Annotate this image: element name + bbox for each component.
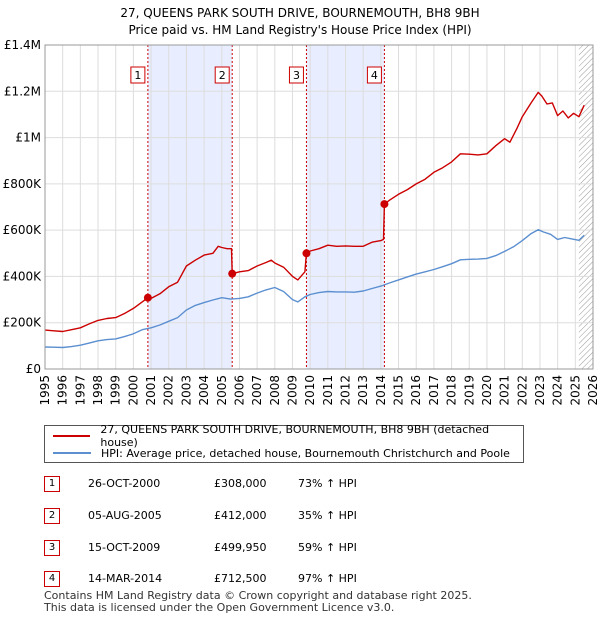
x-tick-label: 2007	[250, 375, 264, 406]
x-tick-label: 2012	[339, 375, 353, 406]
sale-hpi-change: 35% ↑ HPI	[298, 509, 357, 522]
footer-licence: This data is licensed under the Open Gov…	[44, 601, 395, 614]
x-tick-label: 2003	[179, 375, 193, 406]
ownership-shade	[147, 45, 233, 369]
y-tick-label: £200K	[3, 316, 43, 330]
y-tick-label: £1.4M	[4, 38, 41, 52]
x-tick-label: 2020	[480, 375, 494, 406]
x-tick-label: 1995	[38, 375, 52, 406]
legend-swatch-hpi	[53, 452, 91, 454]
legend-item-hpi: HPI: Average price, detached house, Bour…	[53, 445, 510, 461]
x-tick-label: 2008	[268, 375, 282, 406]
sale-marker-box	[366, 66, 382, 84]
sale-row: 1 26-OCT-2000 £308,000 73% ↑ HPI	[44, 474, 464, 494]
x-tick-label: 2005	[215, 375, 229, 406]
sale-marker-box	[288, 66, 304, 84]
x-tick-label: 2023	[533, 375, 547, 406]
x-tick-label: 2001	[144, 375, 158, 406]
sale-row: 4 14-MAR-2014 £712,500 97% ↑ HPI	[44, 569, 464, 589]
x-tick-label: 2000	[126, 375, 140, 406]
legend-swatch-property	[53, 435, 91, 437]
x-tick-label: 2002	[162, 375, 176, 406]
x-tick-label: 2014	[374, 375, 388, 406]
x-tick-label: 2006	[232, 375, 246, 406]
sale-row: 2 05-AUG-2005 £412,000 35% ↑ HPI	[44, 506, 464, 526]
sale-date: 15-OCT-2009	[88, 541, 161, 554]
x-tick-label: 2026	[586, 375, 600, 406]
forecast-hatch	[578, 45, 593, 369]
x-tick-label: 1996	[56, 375, 70, 406]
x-tick-label: 2021	[498, 375, 512, 406]
sale-point	[228, 269, 237, 278]
x-tick-label: 2018	[445, 375, 459, 406]
x-tick-label: 2011	[321, 375, 335, 406]
sale-price: £499,950	[214, 541, 267, 554]
sale-marker-label: 2	[219, 69, 226, 82]
sale-hpi-change: 73% ↑ HPI	[298, 477, 357, 490]
y-tick-label: £800K	[3, 177, 43, 191]
chart-subtitle: Price paid vs. HM Land Registry's House …	[128, 23, 471, 37]
sale-date: 26-OCT-2000	[88, 477, 161, 490]
sale-marker-label: 1	[134, 69, 141, 82]
x-tick-label: 2004	[197, 375, 211, 406]
legend-item-property: 27, QUEENS PARK SOUTH DRIVE, BOURNEMOUTH…	[53, 423, 523, 449]
x-tick-label: 2024	[551, 375, 565, 406]
x-tick-label: 2025	[568, 375, 582, 406]
x-tick-label: 2022	[515, 375, 529, 406]
sale-price: £412,000	[214, 509, 267, 522]
x-tick-label: 1999	[109, 375, 123, 406]
sale-date: 05-AUG-2005	[88, 509, 162, 522]
x-tick-label: 2009	[285, 375, 299, 406]
y-tick-label: £600K	[3, 223, 43, 237]
x-tick-label: 2017	[427, 375, 441, 406]
y-tick-label: £400K	[3, 269, 43, 283]
x-tick-label: 2010	[303, 375, 317, 406]
x-tick-label: 2013	[356, 375, 370, 406]
y-tick-label: £1M	[15, 131, 41, 145]
x-tick-label: 1997	[73, 375, 87, 406]
legend-label-hpi: HPI: Average price, detached house, Bour…	[101, 446, 510, 460]
sale-price: £712,500	[214, 572, 267, 585]
y-tick-label: £0	[26, 362, 41, 376]
sale-hpi-change: 97% ↑ HPI	[298, 572, 357, 585]
sale-hpi-change: 59% ↑ HPI	[298, 541, 357, 554]
price-chart: 27, QUEENS PARK SOUTH DRIVE, BOURNEMOUTH…	[3, 6, 600, 406]
footer-notice: Contains HM Land Registry data © Crown c…	[44, 590, 472, 614]
sale-marker-box	[130, 66, 146, 84]
sale-number-badge: 1	[44, 476, 60, 492]
x-tick-label: 2016	[409, 375, 423, 406]
chart-legend: 27, QUEENS PARK SOUTH DRIVE, BOURNEMOUTH…	[44, 423, 524, 463]
y-tick-label: £1.2M	[4, 84, 41, 98]
sale-marker-box	[214, 66, 230, 84]
chart-title: 27, QUEENS PARK SOUTH DRIVE, BOURNEMOUTH…	[120, 6, 479, 20]
hpi-line	[44, 229, 585, 349]
x-tick-label: 2015	[392, 375, 406, 406]
footer-copyright: Contains HM Land Registry data © Crown c…	[44, 589, 472, 602]
sale-marker-label: 3	[293, 69, 300, 82]
sale-date: 14-MAR-2014	[88, 572, 163, 585]
sale-row: 3 15-OCT-2009 £499,950 59% ↑ HPI	[44, 538, 464, 558]
plot-frame	[44, 44, 594, 370]
sale-point	[302, 249, 311, 258]
sale-price: £308,000	[214, 477, 267, 490]
legend-label-property: 27, QUEENS PARK SOUTH DRIVE, BOURNEMOUTH…	[100, 423, 490, 449]
sale-number-badge: 2	[44, 508, 60, 524]
sale-number-badge: 4	[44, 571, 60, 587]
sale-point	[380, 200, 389, 209]
sale-marker-label: 4	[371, 69, 378, 82]
x-tick-label: 1998	[91, 375, 105, 406]
sale-number-badge: 3	[44, 540, 60, 556]
x-tick-label: 2019	[462, 375, 476, 406]
sale-point	[143, 293, 152, 302]
